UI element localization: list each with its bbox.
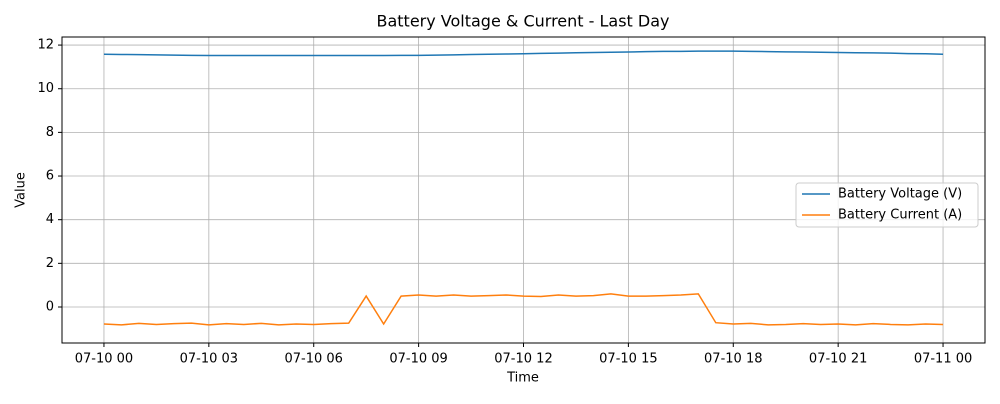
x-tick-label: 07-10 18 bbox=[704, 352, 762, 367]
y-tick-label: 4 bbox=[46, 212, 54, 227]
legend-box bbox=[795, 182, 979, 228]
y-tick-label: 8 bbox=[46, 125, 54, 140]
series-line bbox=[103, 293, 944, 326]
chart-title: Battery Voltage & Current - Last Day bbox=[376, 12, 669, 31]
x-tick-label: 07-10 21 bbox=[809, 352, 867, 367]
y-axis-label: Value bbox=[14, 172, 29, 208]
x-tick-label: 07-10 15 bbox=[599, 352, 657, 367]
x-axis-label: Time bbox=[506, 371, 539, 386]
y-tick-label: 6 bbox=[46, 169, 54, 184]
legend-label: Battery Current (A) bbox=[838, 208, 962, 223]
x-tick-label: 07-10 06 bbox=[285, 352, 343, 367]
x-tick-label: 07-10 09 bbox=[389, 352, 447, 367]
y-tick-label: 10 bbox=[37, 81, 54, 96]
y-tick-label: 2 bbox=[46, 256, 54, 271]
x-tick-label: 07-10 00 bbox=[75, 352, 133, 367]
y-tick-label: 12 bbox=[37, 38, 54, 53]
x-tick-label: 07-11 00 bbox=[914, 352, 972, 367]
x-tick-label: 07-10 12 bbox=[494, 352, 552, 367]
x-tick-label: 07-10 03 bbox=[180, 352, 238, 367]
y-tick-label: 0 bbox=[46, 299, 54, 314]
series-line bbox=[103, 50, 944, 57]
legend-label: Battery Voltage (V) bbox=[838, 187, 962, 202]
plot-frame bbox=[61, 36, 986, 344]
